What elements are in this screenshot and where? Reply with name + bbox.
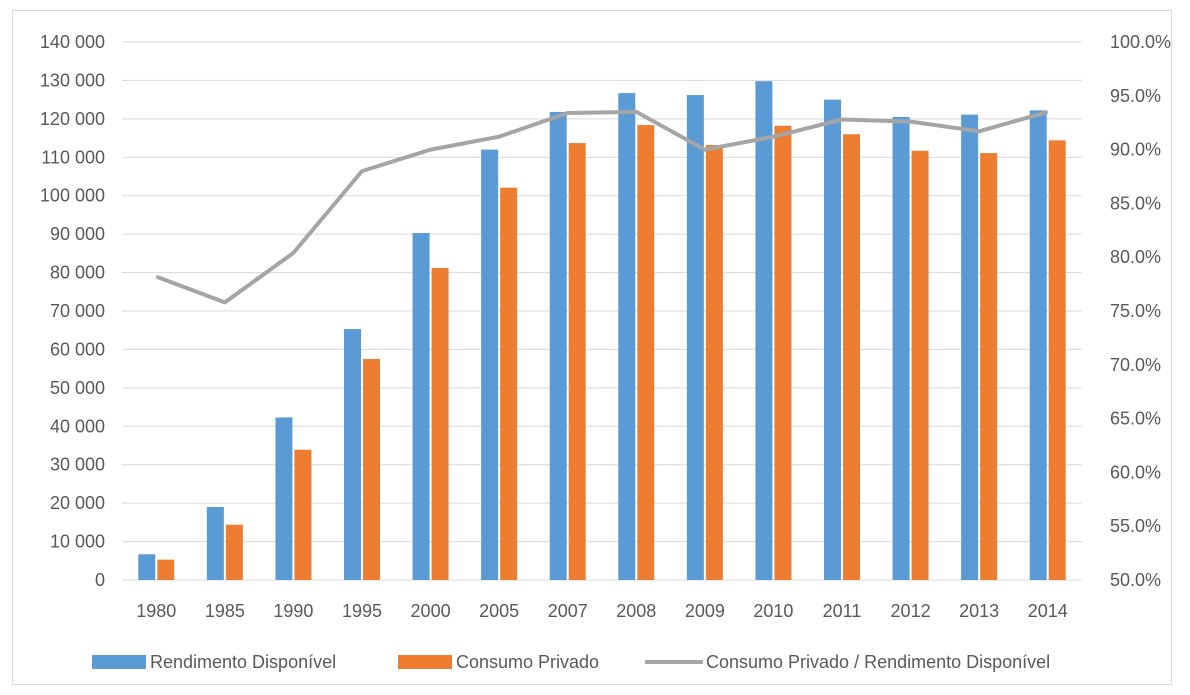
y-right-tick-label: 100.0% xyxy=(1110,32,1171,52)
x-tick-label: 2014 xyxy=(1028,601,1068,621)
bar-rendimento-disponivel xyxy=(892,116,910,580)
x-tick-label: 2005 xyxy=(479,601,519,621)
bar-consumo-privado xyxy=(705,144,723,580)
x-tick-label: 2013 xyxy=(959,601,999,621)
bar-consumo-privado xyxy=(843,134,860,580)
bar-consumo-privado xyxy=(500,187,518,580)
y-left-tick-label: 0 xyxy=(95,570,105,590)
legend-label-rendimento-disponivel: Rendimento Disponível xyxy=(150,652,336,672)
y-right-tick-label: 55.0% xyxy=(1110,516,1161,536)
y-left-tick-label: 100 000 xyxy=(40,186,105,206)
y-right-tick-label: 90.0% xyxy=(1110,140,1161,160)
bar-consumo-privado xyxy=(157,559,175,580)
x-tick-label: 1990 xyxy=(273,601,313,621)
y-left-tick-label: 140 000 xyxy=(40,32,105,52)
y-left-tick-label: 80 000 xyxy=(50,263,105,283)
y-left-tick-label: 130 000 xyxy=(40,70,105,90)
y-left-tick-label: 40 000 xyxy=(50,416,105,436)
legend-label-consumo-privado: Consumo Privado xyxy=(456,652,599,672)
bar-consumo-privado xyxy=(980,153,998,580)
line-consumo-rendimento-ratio xyxy=(155,109,1049,305)
bar-consumo-privado xyxy=(637,125,655,581)
bar-consumo-privado xyxy=(363,359,380,580)
bar-consumo-privado xyxy=(225,524,243,580)
x-tick-label: 2000 xyxy=(411,601,451,621)
bar-consumo-privado xyxy=(774,125,792,580)
chart-frame xyxy=(12,10,1172,685)
y-right-tick-label: 85.0% xyxy=(1110,193,1161,213)
y-left-tick-label: 30 000 xyxy=(50,455,105,475)
x-tick-label: 2012 xyxy=(891,601,931,621)
bar-rendimento-disponivel xyxy=(1029,110,1047,580)
bar-rendimento-disponivel xyxy=(549,111,567,580)
x-tick-label: 2011 xyxy=(823,601,862,621)
legend-swatch-rendimento-disponivel xyxy=(92,655,146,669)
bar-consumo-privado xyxy=(1048,140,1066,580)
x-tick-label: 2007 xyxy=(548,601,588,621)
x-tick-label: 1995 xyxy=(342,601,382,621)
bar-consumo-privado xyxy=(294,449,312,580)
y-left-tick-label: 20 000 xyxy=(50,493,105,513)
bar-rendimento-disponivel xyxy=(755,81,773,580)
y-left-tick-label: 90 000 xyxy=(50,224,105,244)
y-right-tick-label: 80.0% xyxy=(1110,247,1161,267)
bar-rendimento-disponivel xyxy=(824,99,841,581)
y-left-tick-label: 120 000 xyxy=(40,109,105,129)
bar-rendimento-disponivel xyxy=(206,506,224,580)
bar-rendimento-disponivel xyxy=(686,95,704,580)
bar-consumo-privado xyxy=(431,267,449,580)
y-right-tick-label: 95.0% xyxy=(1110,86,1161,106)
y-left-tick-label: 70 000 xyxy=(50,301,105,321)
bar-rendimento-disponivel xyxy=(618,93,636,581)
x-tick-label: 1980 xyxy=(136,601,176,621)
bar-rendimento-disponivel xyxy=(344,329,361,580)
x-tick-label: 2008 xyxy=(616,601,656,621)
legend-swatch-consumo-privado xyxy=(398,655,452,669)
y-right-tick-label: 60.0% xyxy=(1110,462,1161,482)
y-left-tick-label: 50 000 xyxy=(50,378,105,398)
y-right-tick-label: 75.0% xyxy=(1110,301,1161,321)
bar-rendimento-disponivel xyxy=(481,149,499,580)
y-right-tick-label: 70.0% xyxy=(1110,355,1161,375)
bar-rendimento-disponivel xyxy=(275,417,293,580)
bar-rendimento-disponivel xyxy=(961,114,979,580)
y-left-tick-label: 110 000 xyxy=(41,147,105,167)
legend-label-ratio: Consumo Privado / Rendimento Disponível xyxy=(706,652,1050,672)
y-right-tick-label: 65.0% xyxy=(1110,409,1161,429)
bar-consumo-privado xyxy=(568,143,586,580)
x-tick-label: 2010 xyxy=(753,601,793,621)
y-left-tick-label: 10 000 xyxy=(50,532,105,552)
bar-consumo-privado xyxy=(911,150,929,580)
x-tick-label: 1985 xyxy=(205,601,245,621)
bar-rendimento-disponivel xyxy=(412,232,430,581)
bar-rendimento-disponivel xyxy=(138,554,156,580)
x-tick-label: 2009 xyxy=(685,601,725,621)
y-right-tick-label: 50.0% xyxy=(1110,570,1161,590)
y-left-tick-label: 60 000 xyxy=(50,339,105,359)
